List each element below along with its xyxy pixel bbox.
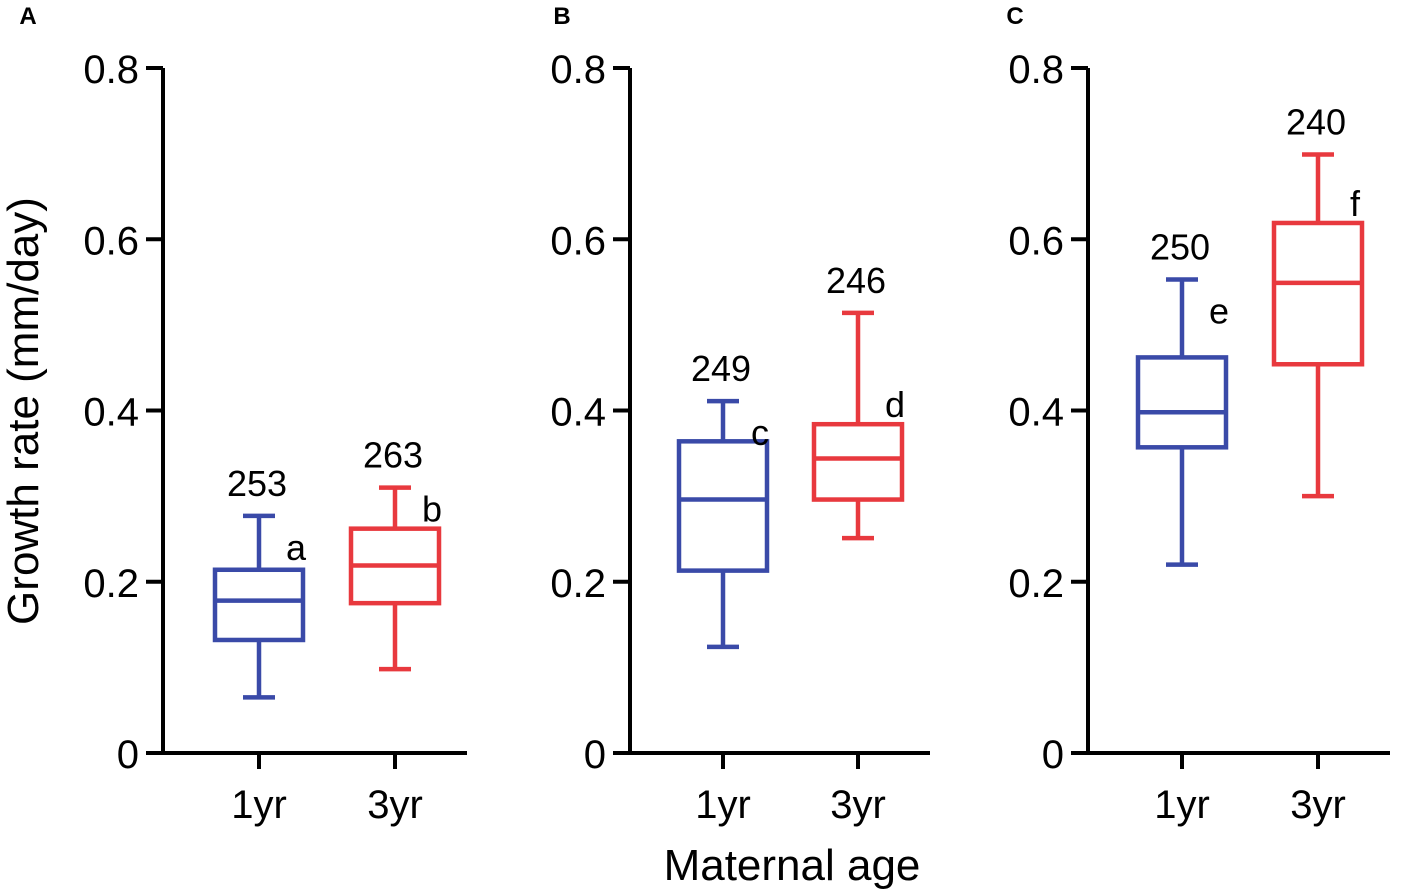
y-tick-label: 0 (117, 733, 139, 777)
x-tick-label: 3yr (830, 783, 886, 827)
sample-size-label: 253 (227, 463, 287, 504)
y-tick-label: 0.6 (1008, 219, 1064, 263)
x-tick-label: 1yr (695, 783, 751, 827)
y-tick-label: 0.2 (550, 562, 606, 606)
box-iqr (1135, 355, 1229, 450)
panel-label: B (553, 3, 570, 30)
panel-label: A (19, 3, 36, 30)
y-tick-label: 0.2 (1008, 562, 1064, 606)
y-tick-label: 0.8 (83, 48, 139, 92)
panel-label: C (1006, 3, 1023, 30)
sample-size-label: 249 (691, 348, 751, 389)
x-tick-label: 3yr (1290, 783, 1346, 827)
sample-size-label: 240 (1286, 101, 1346, 142)
significance-letter: f (1350, 183, 1361, 224)
significance-letter: a (286, 527, 307, 568)
y-tick-label: 0 (584, 733, 606, 777)
x-tick-label: 1yr (231, 783, 287, 827)
x-tick-label: 3yr (367, 783, 423, 827)
box-iqr (1271, 220, 1365, 367)
box-iqr (212, 567, 306, 643)
significance-letter: d (885, 384, 905, 425)
y-tick-label: 0.6 (83, 219, 139, 263)
x-tick-label: 1yr (1154, 783, 1210, 827)
box-iqr (676, 439, 770, 573)
y-tick-label: 0.2 (83, 562, 139, 606)
y-tick-label: 0.4 (1008, 391, 1064, 435)
sample-size-label: 263 (363, 435, 423, 476)
sample-size-label: 250 (1150, 226, 1210, 267)
y-tick-label: 0.4 (83, 391, 139, 435)
significance-letter: c (751, 412, 769, 453)
y-tick-label: 0.4 (550, 391, 606, 435)
y-axis-label: Growth rate (mm/day) (0, 197, 48, 625)
y-tick-label: 0.8 (1008, 48, 1064, 92)
x-axis-label: Maternal age (664, 841, 921, 890)
y-tick-label: 0.6 (550, 219, 606, 263)
y-tick-label: 0.8 (550, 48, 606, 92)
sample-size-label: 246 (826, 260, 886, 301)
y-tick-label: 0 (1042, 733, 1064, 777)
significance-letter: b (422, 489, 442, 530)
significance-letter: e (1209, 290, 1229, 331)
box-iqr (811, 421, 905, 502)
